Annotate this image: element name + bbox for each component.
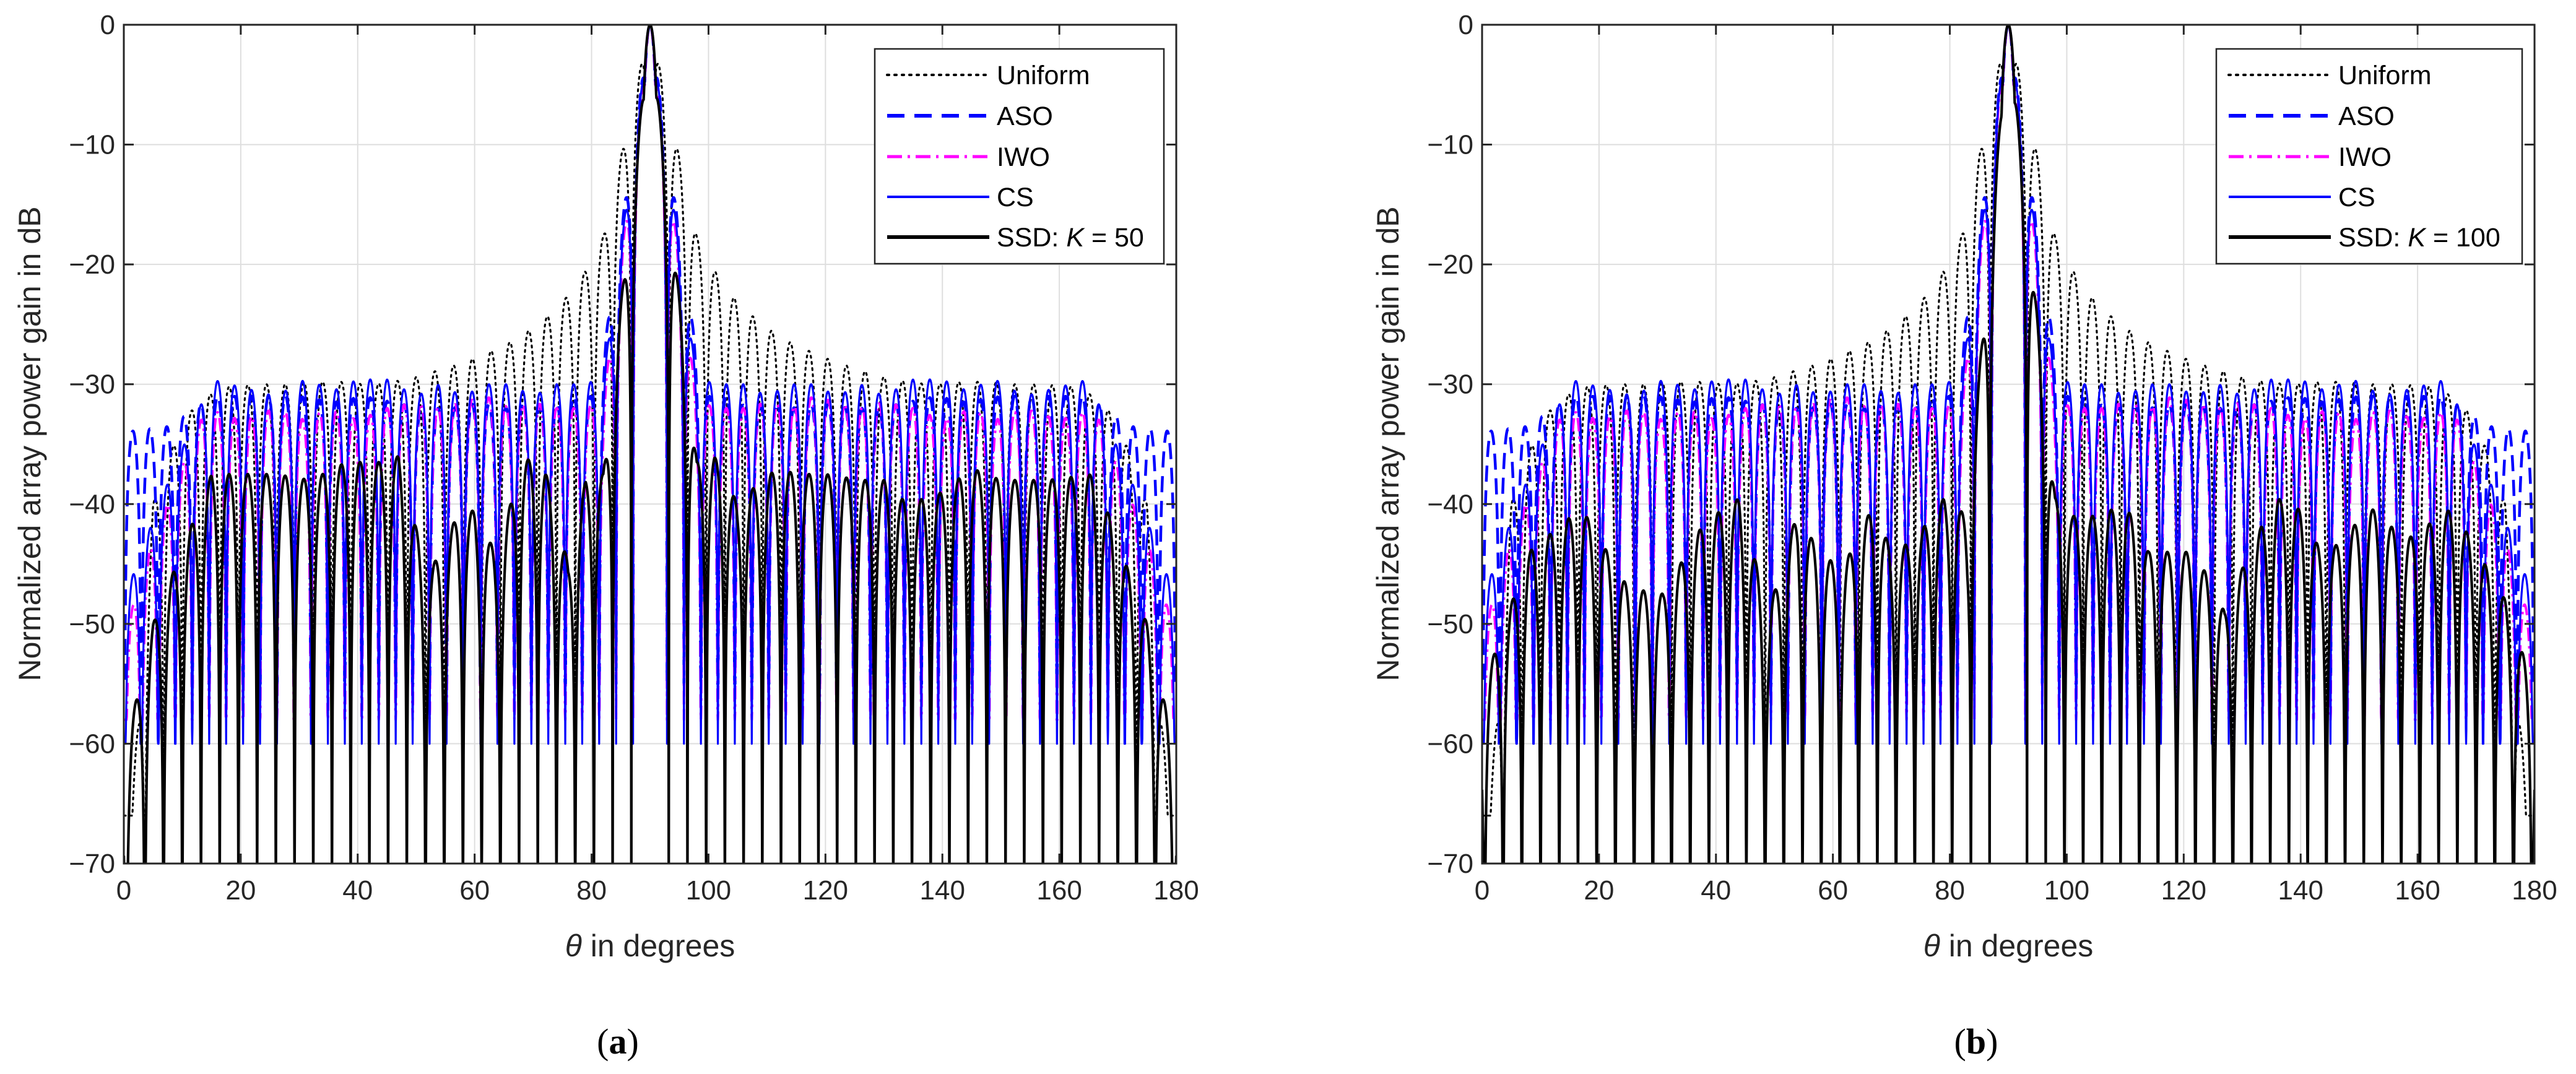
x-tick-label: 180 [2512, 875, 2557, 906]
y-tick-label: −40 [1427, 489, 1473, 519]
legend-entry-uniform: Uniform [2227, 61, 2432, 90]
legend: Uniform ASO IWO CS SSD: K = 100 [2215, 48, 2523, 265]
legend-label-cs: CS [2338, 183, 2375, 212]
x-tick-labels: 0 20 40 60 80 100 120 140 160 180 [116, 25, 1199, 906]
series-line-ssd [1482, 25, 2535, 864]
y-axis-label: Normalized array power gain in dB [1371, 206, 1405, 681]
legend-label-iwo: IWO [997, 142, 1050, 172]
x-tick-label: 120 [803, 875, 848, 906]
x-tick-label: 40 [1701, 875, 1731, 906]
series-group [124, 25, 1176, 864]
x-tick-label: 100 [686, 875, 731, 906]
x-tick-label: 20 [1584, 875, 1614, 906]
chart-panel-b: 0 −10 −20 −30 −40 −50 −60 −70 0 20 40 60 80 100 120 14… [1371, 10, 2557, 1062]
y-tick-label: 0 [1459, 10, 1473, 40]
y-axis-label: Normalized array power gain in dB [12, 206, 47, 681]
sublabel-a: (a) [597, 1021, 639, 1062]
legend: Uniform ASO IWO CS SSD: K = 50 [874, 48, 1165, 265]
y-tick-label: −50 [1427, 609, 1473, 639]
y-tick-label: −20 [69, 249, 115, 280]
x-tick-label: 100 [2044, 875, 2089, 906]
x-tick-labels: 0 20 40 60 80 100 120 140 160 180 [1475, 25, 2557, 906]
series-line-cs [124, 25, 1176, 745]
y-tick-label: −70 [69, 849, 115, 879]
y-tick-label: 0 [100, 10, 115, 40]
axes-box [1481, 24, 2536, 865]
x-tick-label: 20 [225, 875, 256, 906]
legend-label-aso: ASO [997, 102, 1053, 131]
legend-entry-uniform: Uniform [886, 61, 1090, 90]
x-tick-label: 160 [1036, 875, 1082, 906]
x-tick-label: 0 [1475, 875, 1490, 906]
legend-label-ssd: SSD: K = 100 [2338, 223, 2500, 253]
y-tick-label: −20 [1427, 249, 1473, 280]
legend-entry-iwo: IWO [2229, 142, 2392, 172]
y-tick-label: −30 [1427, 370, 1473, 400]
x-tick-label: 60 [1818, 875, 1848, 906]
x-axis-label: θ in degrees [565, 929, 735, 963]
legend-entry-cs: CS [887, 183, 1034, 212]
x-tick-label: 120 [2161, 875, 2206, 906]
x-tick-label: 60 [459, 875, 490, 906]
y-tick-label: −10 [1427, 130, 1473, 160]
y-tick-label: −50 [69, 609, 115, 639]
y-tick-labels: 0 −10 −20 −30 −40 −50 −60 −70 [1427, 10, 2535, 879]
sublabel-b: (b) [1954, 1021, 1998, 1062]
x-tick-label: 80 [576, 875, 607, 906]
x-tick-label: 80 [1935, 875, 1965, 906]
series-line-cs [1482, 25, 2535, 745]
legend-entry-ssd: SSD: K = 100 [2229, 223, 2500, 253]
legend-label-uniform: Uniform [2338, 61, 2432, 90]
legend-entry-aso: ASO [2229, 102, 2395, 131]
y-tick-label: −30 [69, 370, 115, 400]
y-tick-label: −60 [69, 729, 115, 759]
y-tick-label: −70 [1427, 849, 1473, 879]
y-tick-label: −40 [69, 489, 115, 519]
y-tick-label: −60 [1427, 729, 1473, 759]
x-tick-label: 140 [920, 875, 965, 906]
chart-panel-a: 0 −10 −20 −30 −40 −50 −60 −70 0 20 40 60 80 100 120 14… [12, 10, 1199, 1062]
legend-entry-cs: CS [2229, 183, 2375, 212]
x-tick-label: 0 [116, 875, 131, 906]
legend-label-ssd: SSD: K = 50 [997, 223, 1144, 253]
legend-entry-ssd: SSD: K = 50 [887, 223, 1144, 253]
legend-label-uniform: Uniform [997, 61, 1090, 90]
series-line-ssd [124, 25, 1176, 864]
y-tick-labels: 0 −10 −20 −30 −40 −50 −60 −70 [69, 10, 1176, 879]
legend-label-iwo: IWO [2338, 142, 2392, 172]
legend-label-aso: ASO [2338, 102, 2395, 131]
legend-entry-aso: ASO [887, 102, 1053, 131]
y-tick-label: −10 [69, 130, 115, 160]
x-tick-label: 140 [2278, 875, 2323, 906]
legend-entry-iwo: IWO [887, 142, 1050, 172]
series-group [1482, 25, 2535, 864]
axes-box [123, 24, 1177, 865]
x-tick-label: 160 [2395, 875, 2440, 906]
x-tick-label: 180 [1153, 875, 1199, 906]
x-tick-label: 40 [342, 875, 373, 906]
legend-label-cs: CS [997, 183, 1034, 212]
x-axis-label: θ in degrees [1923, 929, 2094, 963]
